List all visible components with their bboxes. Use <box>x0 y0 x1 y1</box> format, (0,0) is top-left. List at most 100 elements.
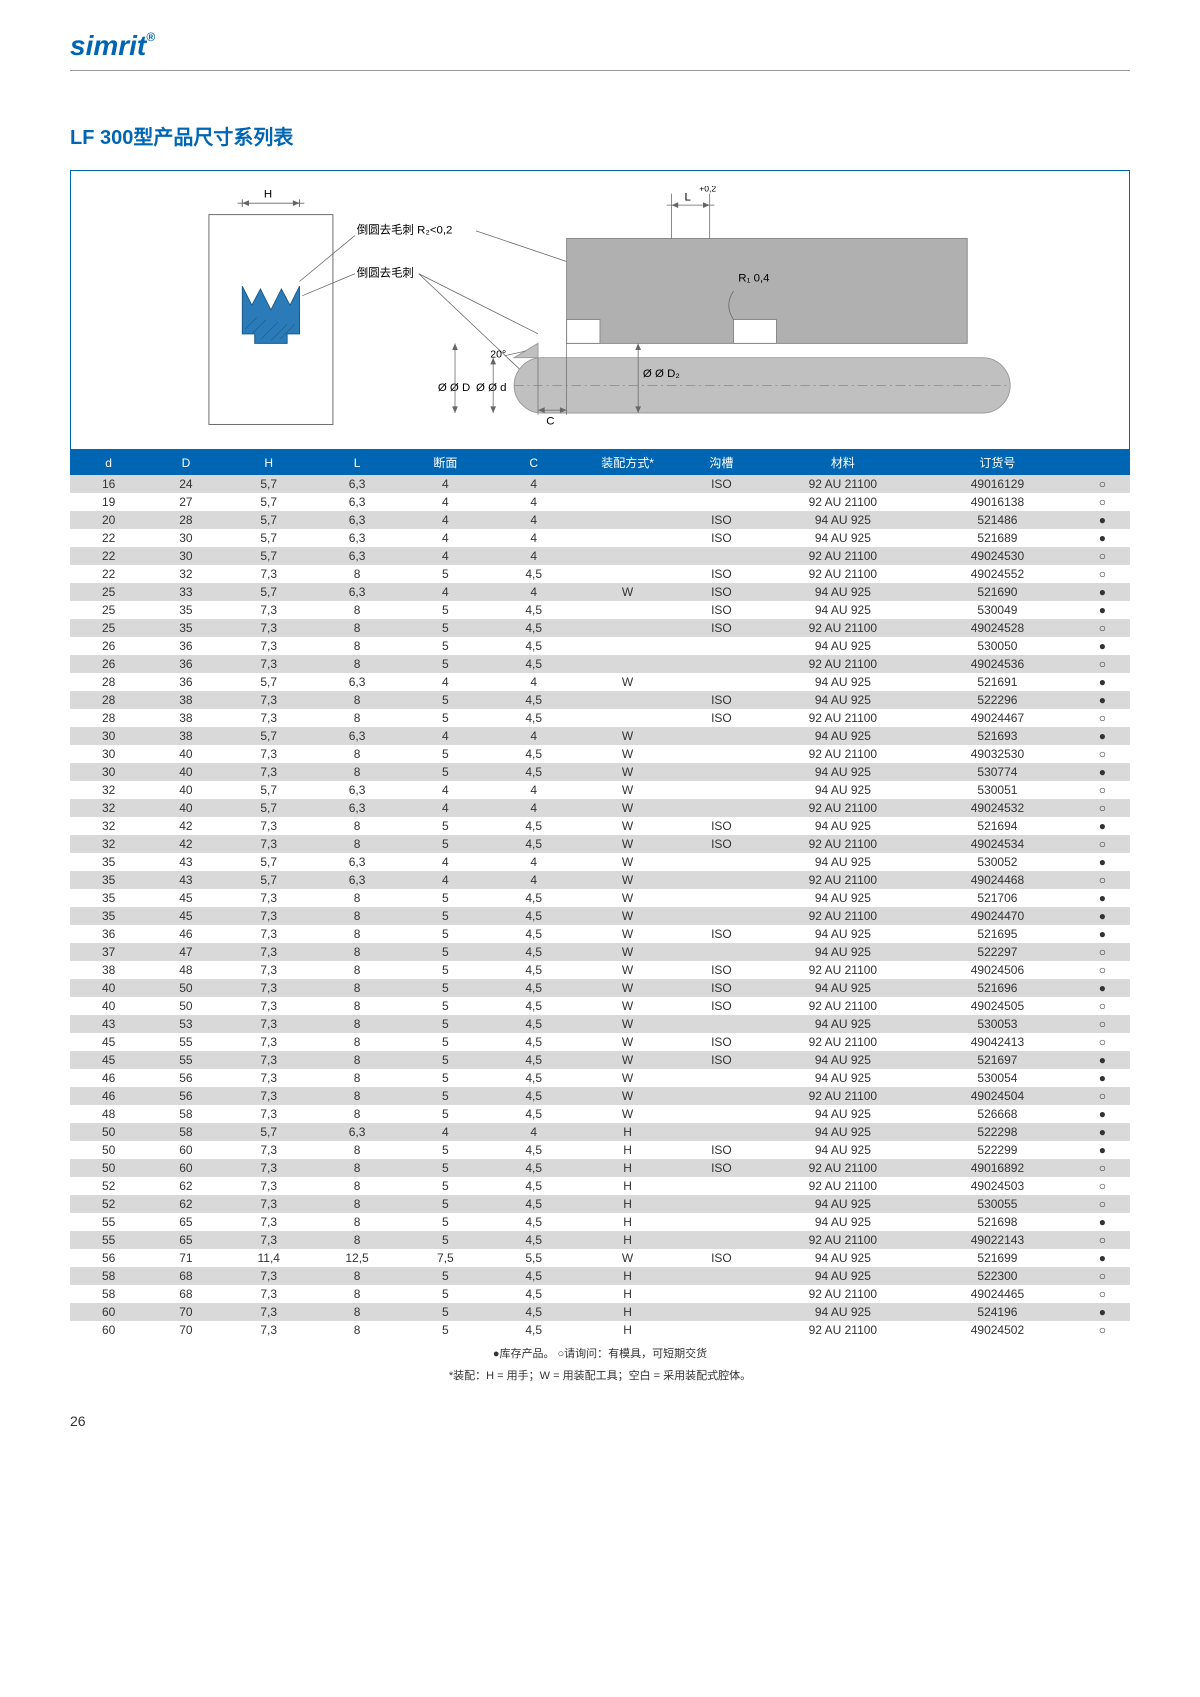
table-cell: W <box>578 583 677 601</box>
table-cell: H <box>578 1213 677 1231</box>
installation-view: R₁ 0,4 20° L +0,2 Ø Ø D <box>438 186 1010 427</box>
table-cell: ● <box>1075 673 1130 691</box>
table-cell: 28 <box>147 511 224 529</box>
table-cell: 43 <box>147 853 224 871</box>
table-cell: W <box>578 1105 677 1123</box>
table-cell: 6,3 <box>313 475 401 493</box>
table-cell <box>578 601 677 619</box>
table-cell: 92 AU 21100 <box>766 871 921 889</box>
table-cell: 49024465 <box>920 1285 1075 1303</box>
table-cell: 4 <box>490 871 578 889</box>
table-cell: 7,3 <box>225 1159 313 1177</box>
table-cell: 7,3 <box>225 565 313 583</box>
table-cell: 49024468 <box>920 871 1075 889</box>
table-cell: 7,3 <box>225 889 313 907</box>
table-cell: 7,3 <box>225 835 313 853</box>
table-cell: 521695 <box>920 925 1075 943</box>
table-cell <box>677 493 765 511</box>
table-cell: 94 AU 925 <box>766 853 921 871</box>
table-cell: 94 AU 925 <box>766 1267 921 1285</box>
table-cell: 4 <box>490 511 578 529</box>
table-cell: ○ <box>1075 547 1130 565</box>
table-row: 35435,76,344W94 AU 925530052● <box>70 853 1130 871</box>
table-cell: 8 <box>313 1159 401 1177</box>
label-d2: Ø Ø D₂ <box>643 368 680 380</box>
table-cell: 94 AU 925 <box>766 1195 921 1213</box>
table-cell: 94 AU 925 <box>766 1069 921 1087</box>
table-cell: ● <box>1075 727 1130 745</box>
table-cell: 8 <box>313 1321 401 1339</box>
table-cell: 46 <box>147 925 224 943</box>
table-cell: W <box>578 1015 677 1033</box>
table-cell: 49016892 <box>920 1159 1075 1177</box>
table-cell: 40 <box>147 745 224 763</box>
table-row: 22305,76,344ISO94 AU 925521689● <box>70 529 1130 547</box>
table-cell: 8 <box>313 619 401 637</box>
label-r2: 倒圆去毛刺 R₂<0,2 <box>357 224 453 237</box>
table-cell: ○ <box>1075 709 1130 727</box>
table-cell: 36 <box>70 925 147 943</box>
table-cell: 6,3 <box>313 781 401 799</box>
table-cell: 30 <box>70 763 147 781</box>
table-cell: ○ <box>1075 493 1130 511</box>
table-cell: 16 <box>70 475 147 493</box>
table-row: 32427,3854,5WISO92 AU 2110049024534○ <box>70 835 1130 853</box>
table-cell: ● <box>1075 1123 1130 1141</box>
table-cell: 49016138 <box>920 493 1075 511</box>
table-cell: 53 <box>147 1015 224 1033</box>
table-cell: ISO <box>677 583 765 601</box>
table-row: 22327,3854,5ISO92 AU 2110049024552○ <box>70 565 1130 583</box>
table-cell: W <box>578 673 677 691</box>
table-cell: 50 <box>70 1141 147 1159</box>
table-cell: 4,5 <box>490 655 578 673</box>
table-cell: ○ <box>1075 835 1130 853</box>
table-cell: ● <box>1075 1141 1130 1159</box>
table-cell: 524196 <box>920 1303 1075 1321</box>
table-cell: 530774 <box>920 763 1075 781</box>
table-cell: 5,7 <box>225 511 313 529</box>
table-cell: 8 <box>313 979 401 997</box>
table-cell: ○ <box>1075 1087 1130 1105</box>
table-cell: 7,3 <box>225 1105 313 1123</box>
table-cell: 38 <box>147 709 224 727</box>
table-cell: 4,5 <box>490 1213 578 1231</box>
table-cell: 5 <box>401 565 489 583</box>
table-cell: 92 AU 21100 <box>766 1321 921 1339</box>
table-cell: 50 <box>70 1159 147 1177</box>
table-cell: 92 AU 21100 <box>766 745 921 763</box>
table-cell: 28 <box>70 691 147 709</box>
table-cell: 8 <box>313 961 401 979</box>
table-cell: 94 AU 925 <box>766 583 921 601</box>
table-cell: 38 <box>147 691 224 709</box>
table-cell: 8 <box>313 817 401 835</box>
table-cell: 35 <box>70 907 147 925</box>
table-cell: 6,3 <box>313 529 401 547</box>
table-cell: 8 <box>313 1285 401 1303</box>
table-cell: 32 <box>147 565 224 583</box>
table-cell: 7,3 <box>225 943 313 961</box>
table-cell: 8 <box>313 763 401 781</box>
table-cell: 5,7 <box>225 1123 313 1141</box>
table-cell: 92 AU 21100 <box>766 1231 921 1249</box>
table-cell: 7,3 <box>225 1267 313 1285</box>
table-row: 50607,3854,5HISO92 AU 2110049016892○ <box>70 1159 1130 1177</box>
table-cell: 522296 <box>920 691 1075 709</box>
table-cell: 5,7 <box>225 727 313 745</box>
table-cell: 92 AU 21100 <box>766 1087 921 1105</box>
table-cell: 49024552 <box>920 565 1075 583</box>
table-cell: 22 <box>70 565 147 583</box>
table-row: 28365,76,344W94 AU 925521691● <box>70 673 1130 691</box>
table-cell: 5 <box>401 655 489 673</box>
table-cell: 5 <box>401 637 489 655</box>
table-row: 26367,3854,594 AU 925530050● <box>70 637 1130 655</box>
table-cell <box>677 673 765 691</box>
table-cell: 8 <box>313 907 401 925</box>
table-cell: ISO <box>677 691 765 709</box>
col-header: 订货号 <box>920 450 1075 475</box>
table-cell: W <box>578 781 677 799</box>
table-cell: 5 <box>401 1285 489 1303</box>
table-cell: 5 <box>401 709 489 727</box>
table-cell: ISO <box>677 529 765 547</box>
table-cell: 26 <box>70 655 147 673</box>
table-cell: 4,5 <box>490 997 578 1015</box>
